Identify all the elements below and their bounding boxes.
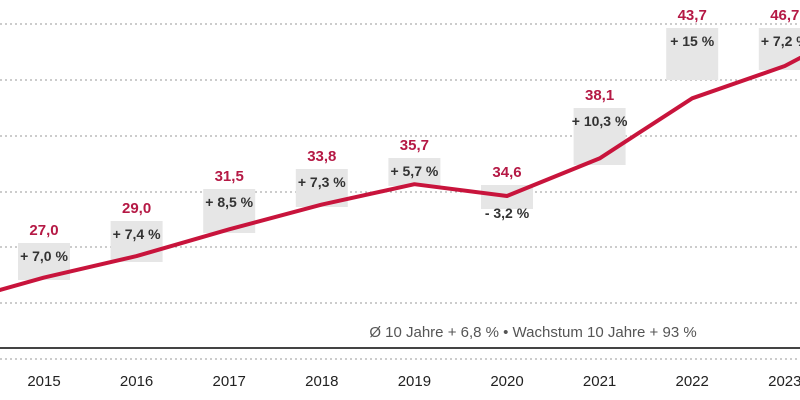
value-label: 29,0: [122, 200, 151, 217]
change-label: + 7,3 %: [298, 174, 346, 190]
change-label: + 5,7 %: [390, 163, 438, 179]
x-tick-label: 2018: [305, 373, 338, 390]
x-tick-label: 2023: [768, 373, 800, 390]
value-label: 43,7: [678, 7, 707, 24]
x-tick-label: 2021: [583, 373, 616, 390]
x-axis-ticks: 2015 2016 2017 2018 2019 2020 2021 2022 2023: [27, 373, 800, 390]
change-label: + 10,3 %: [572, 113, 628, 129]
value-label: 38,1: [585, 87, 614, 104]
x-tick-label: 2020: [490, 373, 523, 390]
change-boxes: [18, 28, 800, 280]
x-tick-label: 2017: [213, 373, 246, 390]
change-box: [666, 28, 719, 80]
change-label: + 7,0 %: [20, 248, 68, 264]
x-tick-label: 2019: [398, 373, 431, 390]
value-label: 34,6: [492, 164, 521, 181]
x-tick-label: 2015: [27, 373, 60, 390]
change-label: + 15 %: [670, 33, 715, 49]
x-tick-label: 2022: [676, 373, 709, 390]
value-label: 31,5: [215, 168, 244, 185]
growth-annotation: Ø 10 Jahre + 6,8 % • Wachstum 10 Jahre +…: [369, 324, 696, 341]
x-tick-label: 2016: [120, 373, 153, 390]
data-labels: 27,0 + 7,0 % 29,0 + 7,4 % 31,5 + 8,5 % 33,8 + 7…: [20, 7, 800, 278]
value-label: 33,8: [307, 148, 336, 165]
value-label: 46,7: [770, 7, 799, 24]
value-label: 35,7: [400, 137, 429, 154]
change-box: [573, 108, 626, 165]
change-label: - 3,2 %: [485, 205, 530, 221]
change-label: + 7,4 %: [113, 226, 161, 242]
change-label: + 8,5 %: [205, 194, 253, 210]
change-label: + 7,2 %: [761, 33, 800, 49]
change-box: [388, 158, 441, 186]
value-label: 27,0: [29, 222, 58, 239]
